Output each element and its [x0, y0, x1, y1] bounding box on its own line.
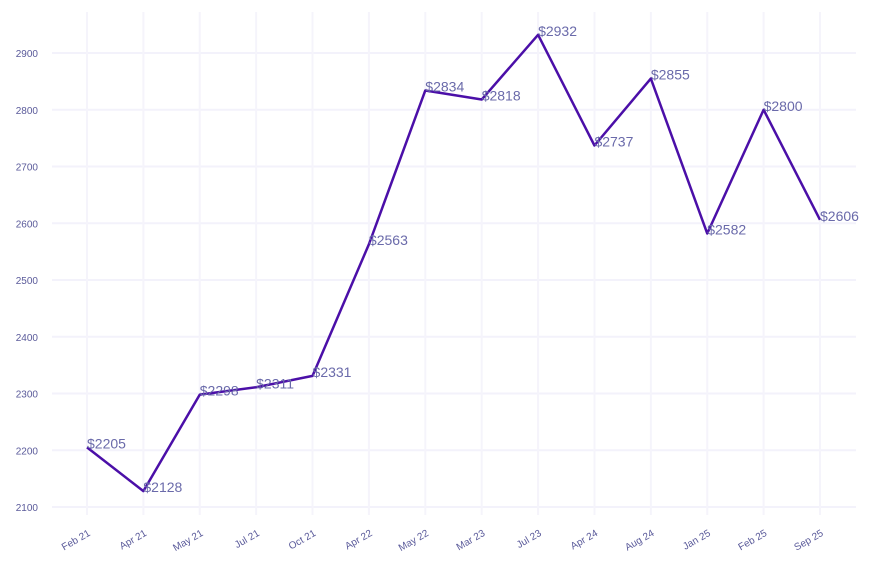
x-tick-label: Sep 25	[793, 528, 826, 554]
series-line	[86, 33, 822, 493]
data-label: $2331	[313, 364, 352, 380]
x-tick-label: Feb 25	[737, 528, 770, 553]
x-tick-label: Apr 22	[343, 528, 374, 552]
data-label: $2563	[369, 232, 408, 248]
data-label: $2606	[820, 208, 859, 224]
data-label: $2311	[256, 375, 294, 391]
data-label: $2932	[538, 23, 577, 39]
y-tick-label: 2200	[16, 446, 39, 457]
x-tick-label: May 21	[171, 528, 205, 554]
x-tick-label: Jul 23	[515, 528, 544, 551]
data-label: $2834	[425, 78, 464, 94]
data-label: $2128	[143, 479, 182, 495]
data-label: $2818	[482, 88, 521, 104]
y-tick-label: 2100	[16, 503, 39, 514]
x-tick-label: Aug 24	[623, 528, 656, 554]
x-tick-label: Apr 24	[569, 528, 600, 552]
data-label: $2855	[651, 67, 690, 83]
data-label: $2205	[87, 435, 126, 451]
data-label: $2582	[707, 221, 746, 237]
x-tick-label: Jul 21	[233, 528, 262, 551]
x-tick-label: Feb 21	[60, 528, 93, 553]
x-tick-label: May 22	[397, 528, 431, 554]
y-tick-label: 2600	[16, 219, 39, 230]
x-tick-label: Apr 21	[118, 528, 149, 552]
y-tick-label: 2500	[16, 276, 39, 287]
data-label: $2800	[764, 98, 803, 114]
x-tick-label: Jan 25	[681, 528, 713, 553]
y-tick-label: 2400	[16, 333, 39, 344]
data-label: $2298	[200, 383, 239, 399]
data-label: $2737	[594, 134, 633, 150]
y-tick-label: 2900	[16, 49, 39, 60]
y-tick-label: 2700	[16, 163, 39, 174]
y-tick-label: 2300	[16, 390, 39, 401]
y-tick-label: 2800	[16, 106, 39, 117]
x-tick-label: Oct 21	[287, 528, 318, 552]
x-tick-label: Mar 23	[455, 528, 488, 553]
